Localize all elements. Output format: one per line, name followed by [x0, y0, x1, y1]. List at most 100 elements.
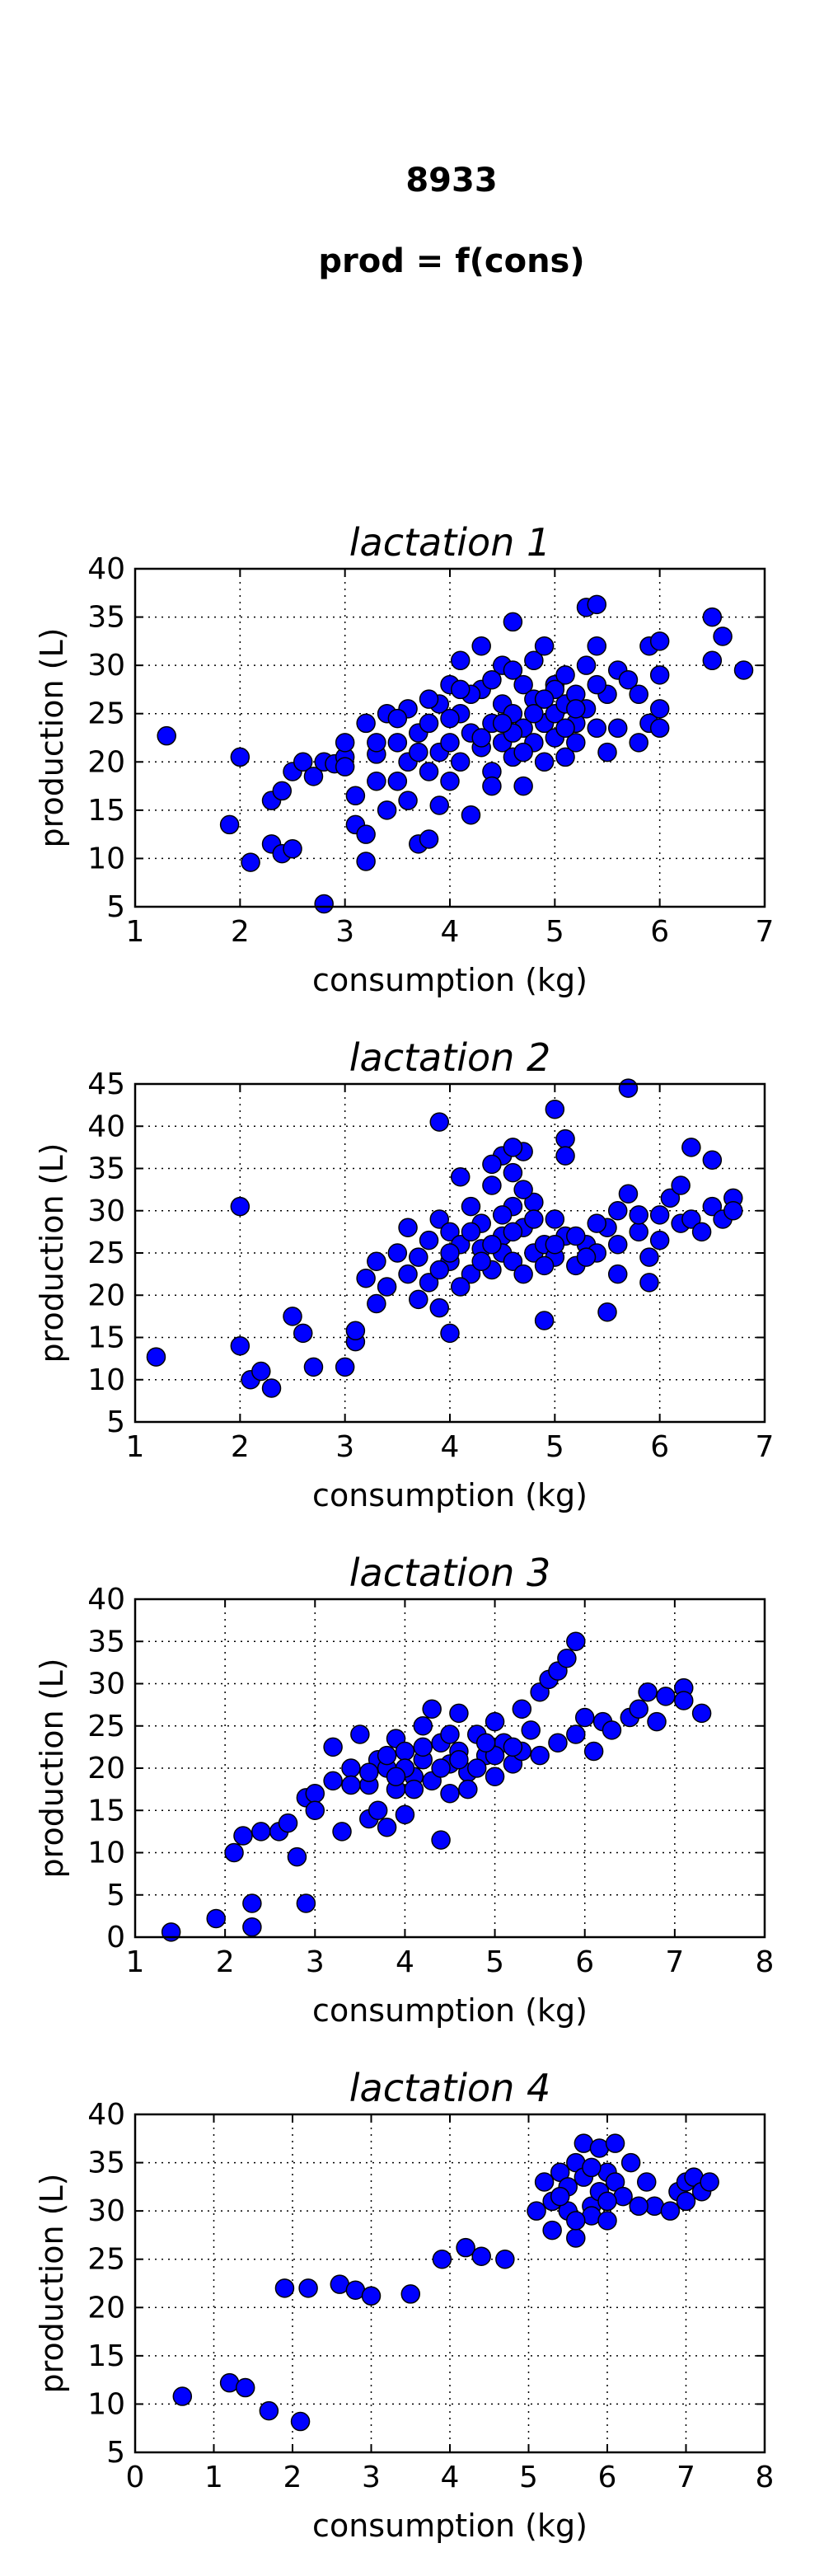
data-point	[359, 1762, 379, 1782]
data-point	[287, 1846, 307, 1867]
data-point	[676, 2191, 696, 2212]
y-tick-label: 5	[106, 890, 125, 924]
data-point	[618, 1184, 639, 1204]
data-point	[482, 1175, 502, 1195]
data-point	[492, 1205, 513, 1225]
data-point	[242, 1893, 262, 1913]
data-point	[461, 1196, 481, 1217]
data-point	[398, 1218, 418, 1237]
data-point	[524, 1209, 544, 1229]
data-point	[534, 689, 555, 709]
data-point	[566, 1631, 586, 1651]
data-point	[597, 2211, 617, 2231]
data-point	[400, 2284, 420, 2304]
data-point	[332, 1822, 352, 1842]
data-point	[429, 1112, 450, 1132]
data-point	[702, 607, 723, 627]
data-point	[534, 752, 555, 772]
y-tick-label: 25	[87, 697, 125, 731]
data-point	[566, 733, 586, 753]
data-point	[241, 852, 260, 872]
data-point	[513, 742, 533, 762]
data-point	[419, 762, 439, 781]
data-point	[440, 708, 460, 729]
data-point	[449, 1703, 469, 1724]
x-axis-label: consumption (kg)	[312, 1992, 588, 2029]
data-point	[629, 684, 648, 705]
data-point	[639, 1273, 659, 1293]
data-point	[345, 1321, 366, 1341]
x-tick-label: 2	[216, 1945, 235, 1979]
data-point	[587, 674, 607, 695]
data-point	[305, 1800, 325, 1820]
data-point	[587, 1213, 607, 1233]
data-point	[656, 1687, 676, 1706]
data-point	[700, 2172, 719, 2192]
x-tick-label: 4	[441, 2461, 460, 2494]
data-point	[450, 679, 471, 700]
data-point	[251, 1361, 271, 1382]
y-tick-label: 5	[106, 2436, 125, 2470]
data-point	[607, 718, 628, 739]
data-point	[429, 1260, 450, 1280]
data-point	[278, 1813, 298, 1833]
data-point	[368, 1800, 388, 1820]
y-tick-label: 25	[87, 1236, 125, 1270]
data-point	[367, 733, 386, 753]
x-tick-label: 0	[126, 2461, 145, 2494]
x-tick-label: 3	[335, 1430, 354, 1464]
scatter-chart-4: 0 1 2 3 4 5 6 7 8 5 10 15 20 25 30 35 40 lactation 4 consu…	[34, 2066, 774, 2544]
data-point	[566, 2211, 586, 2231]
data-point	[377, 800, 397, 820]
data-point	[482, 776, 502, 796]
x-tick-label: 4	[441, 915, 460, 949]
data-point	[367, 771, 386, 791]
x-tick-label: 6	[650, 915, 669, 949]
data-point	[649, 1205, 670, 1225]
data-point	[172, 2386, 193, 2406]
data-point	[649, 699, 670, 719]
data-point	[296, 1893, 316, 1913]
y-tick-label: 35	[87, 1625, 125, 1659]
data-point	[485, 1711, 505, 1732]
y-tick-label: 35	[87, 2147, 125, 2180]
data-point	[527, 2201, 546, 2221]
y-tick-label: 40	[87, 552, 125, 586]
data-point	[458, 1779, 478, 1799]
data-point	[545, 1100, 565, 1119]
data-point	[545, 1209, 565, 1229]
data-point	[377, 1818, 397, 1837]
data-point	[413, 1716, 433, 1736]
data-point	[587, 718, 607, 739]
data-point	[432, 2249, 452, 2269]
data-point	[206, 1908, 226, 1929]
x-tick-label: 1	[126, 915, 145, 949]
data-point	[629, 1699, 648, 1719]
data-point	[513, 1264, 533, 1284]
y-tick-label: 30	[87, 2194, 125, 2228]
data-point	[440, 771, 460, 791]
data-point	[607, 1264, 628, 1284]
data-point	[259, 2400, 279, 2421]
data-point	[419, 689, 439, 709]
data-point	[471, 2246, 491, 2266]
data-point	[341, 1758, 361, 1778]
data-point	[557, 1649, 577, 1668]
x-tick-label: 2	[231, 1430, 250, 1464]
data-point	[146, 1347, 166, 1367]
data-point	[482, 1154, 502, 1175]
data-point	[283, 1307, 302, 1326]
y-tick-label: 10	[87, 1363, 125, 1397]
y-tick-label: 20	[87, 2291, 125, 2325]
data-point	[230, 747, 250, 767]
data-point	[450, 1277, 471, 1297]
x-tick-label: 7	[677, 2461, 695, 2494]
data-point	[323, 1771, 343, 1791]
y-tick-label: 5	[106, 1405, 125, 1439]
data-point	[335, 733, 355, 753]
data-point	[157, 725, 176, 746]
y-tick-label: 40	[87, 1110, 125, 1143]
data-point	[450, 650, 471, 671]
data-point	[404, 1779, 424, 1799]
data-point	[649, 718, 670, 739]
